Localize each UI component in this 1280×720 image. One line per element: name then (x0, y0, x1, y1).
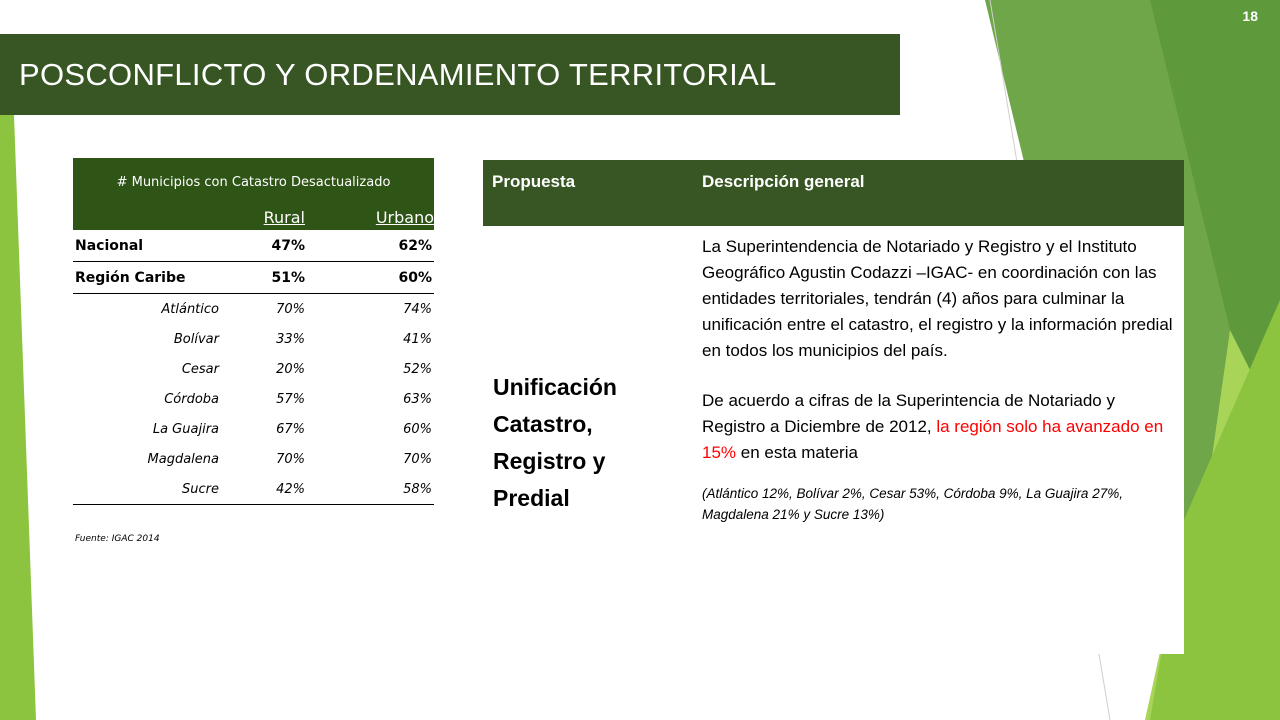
rural-value: 51% (221, 261, 307, 294)
table-row: Córdoba 57% 63% (73, 384, 434, 414)
row-label: Cesar (181, 361, 219, 377)
column-header-rural: Rural (221, 204, 307, 230)
deco-right-panel-dark (1150, 0, 1280, 430)
table-row: Magdalena 70% 70% (73, 444, 434, 474)
header-empty-cell (73, 204, 221, 230)
urbano-value: 41% (403, 331, 432, 347)
rural-value: 33% (276, 331, 305, 347)
column-header-urbano: Urbano (307, 204, 434, 230)
row-label: Bolívar (173, 331, 219, 347)
table-row: Cesar 20% 52% (73, 354, 434, 384)
row-label: Córdoba (164, 391, 219, 407)
table-source: Fuente: IGAC 2014 (75, 534, 160, 544)
urbano-value: 60% (403, 421, 432, 437)
title-bar: POSCONFLICTO Y ORDENAMIENTO TERRITORIAL (0, 34, 900, 115)
table-subheader-row: Rural Urbano (73, 204, 434, 230)
urbano-value: 52% (403, 361, 432, 377)
urbano-value: 70% (403, 451, 432, 467)
table-header-title: # Municipios con Catastro Desactualizado (73, 158, 434, 204)
rural-value: 47% (221, 230, 307, 262)
row-label: Región Caribe (73, 261, 221, 294)
rural-value: 20% (276, 361, 305, 377)
rural-value: 42% (221, 474, 307, 505)
rural-value: 70% (276, 451, 305, 467)
description-paragraph-1: La Superintendencia de Notariado y Regis… (702, 237, 1173, 360)
description-paragraph-3: (Atlántico 12%, Bolívar 2%, Cesar 53%, C… (702, 486, 1123, 522)
highlighted-progress-text: la región solo ha avanzado en 15% (702, 417, 1164, 462)
table-row: Nacional 47% 62% (73, 230, 434, 262)
description-text: en esta materia (736, 443, 858, 462)
proposal-header-row: Propuesta Descripción general (483, 160, 1184, 226)
table-row: Atlántico 70% 74% (73, 294, 434, 325)
urbano-value: 63% (403, 391, 432, 407)
slide-number: 18 (1242, 8, 1258, 24)
proposal-name: Unificación Catastro, Registro y Predial (493, 374, 617, 511)
row-label: Magdalena (147, 451, 219, 467)
table-row: La Guajira 67% 60% (73, 414, 434, 444)
slide-title: POSCONFLICTO Y ORDENAMIENTO TERRITORIAL (19, 56, 777, 92)
rural-value: 67% (276, 421, 305, 437)
row-label: Sucre (73, 474, 221, 505)
table-row: Sucre 42% 58% (73, 474, 434, 505)
row-label: La Guajira (152, 421, 219, 437)
description-paragraph-2: De acuerdo a cifras de la Superintencia … (702, 388, 1180, 466)
row-label: Nacional (73, 230, 221, 262)
table-header-row: # Municipios con Catastro Desactualizado (73, 158, 434, 204)
municipios-table: # Municipios con Catastro Desactualizado… (73, 158, 434, 505)
urbano-value: 58% (307, 474, 434, 505)
table-row: Bolívar 33% 41% (73, 324, 434, 354)
rural-value: 57% (276, 391, 305, 407)
deco-left-stripe (0, 115, 36, 720)
table-row: Región Caribe 51% 60% (73, 261, 434, 294)
proposal-description: La Superintendencia de Notariado y Regis… (702, 234, 1180, 525)
column-header-propuesta: Propuesta (492, 172, 576, 191)
urbano-value: 74% (403, 301, 432, 317)
urbano-value: 60% (307, 261, 434, 294)
column-header-descripcion: Descripción general (702, 172, 865, 191)
row-label: Atlántico (161, 301, 219, 317)
proposal-table: Propuesta Descripción general Unificació… (483, 160, 1184, 654)
urbano-value: 62% (307, 230, 434, 262)
rural-value: 70% (276, 301, 305, 317)
description-text: De acuerdo a cifras de la Superintencia … (702, 391, 1115, 436)
